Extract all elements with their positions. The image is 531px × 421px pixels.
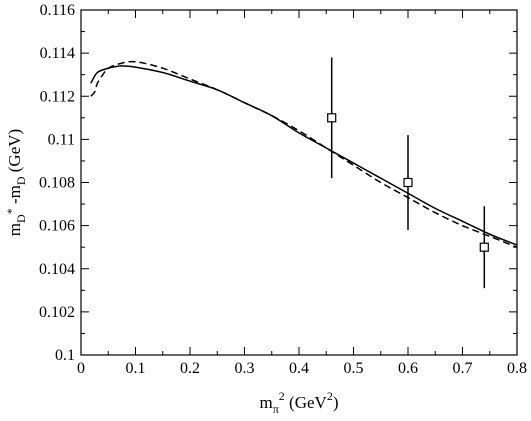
- x-tick-label: 0.2: [180, 360, 200, 377]
- x-tick-label: 0.3: [235, 360, 255, 377]
- y-tick-label: 0.102: [39, 304, 75, 321]
- dashed-series-line: [90, 60, 518, 248]
- y-tick-label: 0.106: [39, 218, 75, 235]
- points-layer: [327, 57, 489, 289]
- y-tick-label: 0.116: [40, 2, 75, 19]
- axis-ticks: [80, 9, 518, 356]
- y-tick-label: 0.1: [55, 347, 75, 364]
- data-point-square: [479, 242, 489, 252]
- y-tick-label: 0.108: [39, 175, 75, 192]
- x-tick-label: 0.8: [507, 360, 527, 377]
- series-layer: [90, 60, 518, 248]
- tick-labels: 0 0.1 0.2 0.3 0.4 0.5 0.6 0.7 0.80.10.1020.1040.…: [39, 2, 527, 377]
- y-tick-label: 0.112: [40, 88, 75, 105]
- x-tick-label: 0.4: [289, 360, 309, 377]
- y-tick-label: 0.11: [48, 131, 75, 148]
- y-axis-title: mD* -mD (GeV): [4, 129, 28, 236]
- data-point-square: [403, 177, 413, 188]
- data-point-square: [327, 113, 337, 123]
- x-tick-label: 0.5: [344, 360, 364, 377]
- x-axis-title: mπ2 (GeV2): [260, 389, 339, 416]
- x-tick-label: 0: [77, 360, 85, 377]
- plot-frame: [80, 9, 518, 356]
- x-tick-label: 0.6: [398, 360, 418, 377]
- x-tick-label: 0.1: [126, 360, 146, 377]
- x-tick-label: 0.7: [453, 360, 473, 377]
- y-tick-label: 0.114: [40, 45, 75, 62]
- solid-series-line: [90, 65, 518, 246]
- y-tick-label: 0.104: [39, 261, 75, 278]
